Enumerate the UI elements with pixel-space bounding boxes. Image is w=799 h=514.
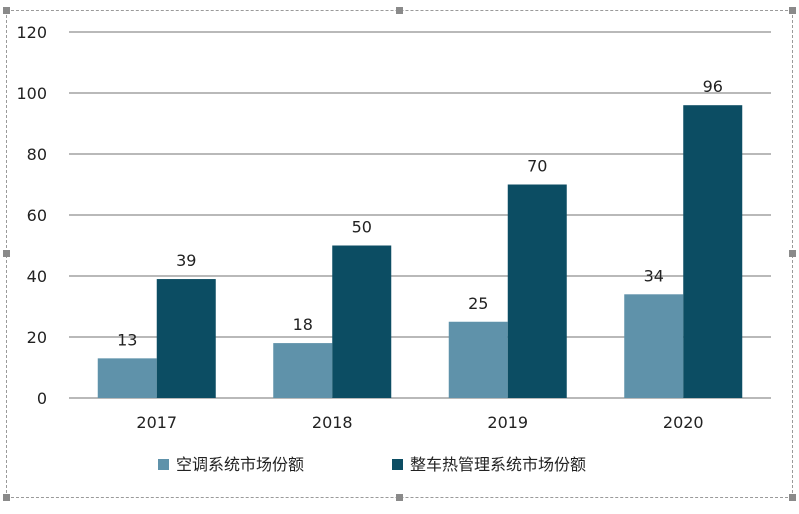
legend-label-thermal: 整车热管理系统市场份额	[410, 455, 586, 474]
legend-swatch-thermal	[392, 459, 403, 470]
y-tick-label: 40	[27, 267, 47, 286]
resize-handle-bottom-left[interactable]	[3, 494, 10, 501]
data-label: 13	[117, 330, 137, 349]
bar-2017-series-1	[156, 279, 216, 398]
bar-2019-series-1	[507, 184, 567, 398]
y-axis-tick-labels: 0 20 40 60 80 100 120	[16, 23, 47, 408]
legend: 空调系统市场份额 整车热管理系统市场份额	[158, 455, 586, 474]
resize-handle-top-left[interactable]	[3, 7, 10, 14]
bar-2020-series-1	[683, 105, 743, 398]
data-label: 39	[176, 251, 196, 270]
bar-2018-series-1	[332, 245, 392, 398]
x-tick-label: 2017	[136, 413, 177, 432]
resize-handle-top-center[interactable]	[396, 7, 403, 14]
bar-2020-series-0	[624, 294, 684, 398]
data-label: 96	[703, 77, 723, 96]
resize-handle-middle-left[interactable]	[3, 250, 10, 257]
y-tick-label: 20	[27, 328, 47, 347]
bar-2018-series-0	[273, 343, 333, 398]
y-tick-label: 80	[27, 145, 47, 164]
legend-label-ac: 空调系统市场份额	[176, 455, 304, 474]
x-tick-label: 2020	[663, 413, 704, 432]
x-tick-label: 2018	[312, 413, 353, 432]
resize-handle-bottom-center[interactable]	[396, 494, 403, 501]
data-labels: 13 39 18 50 25 70 34 96	[117, 77, 723, 349]
legend-swatch-ac	[158, 459, 169, 470]
data-label: 18	[293, 315, 313, 334]
resize-handle-middle-right[interactable]	[789, 250, 796, 257]
resize-handle-top-right[interactable]	[789, 7, 796, 14]
x-tick-label: 2019	[487, 413, 528, 432]
y-tick-label: 120	[16, 23, 47, 42]
resize-handle-bottom-right[interactable]	[789, 494, 796, 501]
x-axis-tick-labels: 2017 2018 2019 2020	[136, 413, 703, 432]
bars	[97, 105, 743, 398]
y-tick-label: 60	[27, 206, 47, 225]
data-label: 34	[644, 266, 664, 285]
bar-2017-series-0	[97, 358, 157, 398]
data-label: 50	[352, 218, 372, 237]
bar-2019-series-0	[448, 321, 508, 398]
data-label: 70	[527, 157, 547, 176]
data-label: 25	[468, 294, 488, 313]
y-tick-label: 100	[16, 84, 47, 103]
y-tick-label: 0	[37, 389, 47, 408]
